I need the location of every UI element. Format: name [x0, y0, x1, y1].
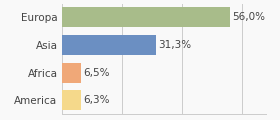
Text: 56,0%: 56,0%	[232, 12, 265, 22]
Text: 31,3%: 31,3%	[158, 40, 191, 50]
Text: 6,5%: 6,5%	[83, 68, 110, 78]
Bar	[62, 63, 81, 83]
Bar	[62, 35, 156, 55]
Bar	[62, 90, 81, 110]
Bar	[62, 7, 230, 27]
Text: 6,3%: 6,3%	[83, 95, 109, 105]
